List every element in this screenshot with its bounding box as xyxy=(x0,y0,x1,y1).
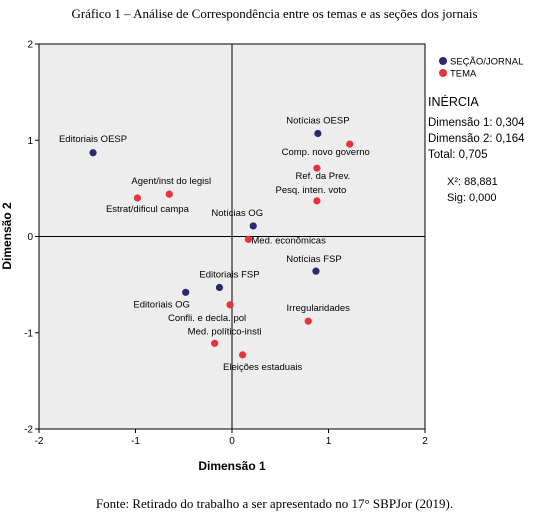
data-point xyxy=(313,197,321,205)
data-point xyxy=(314,129,322,138)
x-axis-title: Dimensão 1 xyxy=(198,459,266,473)
data-point xyxy=(244,235,253,243)
y-tick-label: 0 xyxy=(27,232,33,243)
x-tick-label: 2 xyxy=(422,436,428,447)
point-label: Notícias OESP xyxy=(286,116,349,127)
point-label: Comp. novo governo xyxy=(282,147,370,158)
point-label: Confli. e decla. pol xyxy=(168,313,246,324)
axis-ticks: -2 -1 0 1 2 2 1 0 -1 -2 xyxy=(24,40,428,448)
inertia-dim2: Dimensão 2: 0,164 xyxy=(428,133,525,145)
inertia-dim1: Dimensão 1: 0,304 xyxy=(428,117,525,129)
data-points: Editoriais OESP Notícias OESP Notícias OG N… xyxy=(59,116,370,373)
data-point xyxy=(182,288,190,296)
chi-square: X²: 88,881 xyxy=(447,176,498,188)
y-axis-title: Dimensão 2 xyxy=(0,202,14,270)
data-point xyxy=(133,194,142,202)
point-label: Ref. da Prev. xyxy=(296,171,351,182)
point-label: Editoriais OG xyxy=(133,299,190,310)
x-tick-label: -1 xyxy=(131,436,140,447)
data-point xyxy=(89,149,97,157)
legend-label: TEMA xyxy=(450,69,477,80)
point-label: Editoriais OESP xyxy=(59,134,127,145)
inertia-title: INÉRCIA xyxy=(428,94,479,109)
data-point xyxy=(211,339,219,347)
legend-label: SEÇÃO/JORNAL xyxy=(450,57,523,68)
y-tick-label: -2 xyxy=(24,425,33,436)
data-point xyxy=(249,222,257,230)
data-point xyxy=(165,190,173,198)
data-point xyxy=(313,164,321,172)
x-tick-label: 1 xyxy=(326,436,332,447)
point-label: Med. político-insti xyxy=(188,326,262,337)
source-note: Fonte: Retirado do trabalho a ser aprese… xyxy=(95,496,454,511)
point-label: Med. econômicas xyxy=(251,235,326,246)
data-point xyxy=(312,267,320,275)
significance: Sig: 0,000 xyxy=(447,192,497,204)
chart-caption: Gráfico 1 – Análise de Correspondência e… xyxy=(71,6,478,21)
data-point xyxy=(239,351,247,359)
data-point xyxy=(304,317,312,325)
point-label: Eleições estaduais xyxy=(223,362,302,373)
point-label: Editoriais FSP xyxy=(199,270,259,281)
y-tick-label: -1 xyxy=(24,328,33,339)
x-tick-label: 0 xyxy=(229,436,235,447)
inertia-total: Total: 0,705 xyxy=(428,149,487,161)
point-label: Pesq. inten. voto xyxy=(276,185,347,196)
y-tick-label: 1 xyxy=(27,136,33,147)
point-label: Notícias OG xyxy=(211,208,263,219)
legend-marker xyxy=(439,57,447,65)
point-label: Estrat/dificul campa xyxy=(106,204,190,215)
point-label: Notícias FSP xyxy=(286,254,341,265)
data-point xyxy=(215,283,224,292)
point-label: Irregularidades xyxy=(287,303,351,314)
data-point xyxy=(346,140,354,148)
data-point xyxy=(226,301,234,309)
x-tick-label: -2 xyxy=(35,436,44,447)
correspondence-chart: -2 -1 0 1 2 2 1 0 -1 -2 Editoriais OESP Notícias O… xyxy=(0,40,525,474)
y-tick-label: 2 xyxy=(27,40,33,51)
legend-marker xyxy=(439,69,447,77)
point-label: Agent/inst do legisl xyxy=(131,176,211,187)
